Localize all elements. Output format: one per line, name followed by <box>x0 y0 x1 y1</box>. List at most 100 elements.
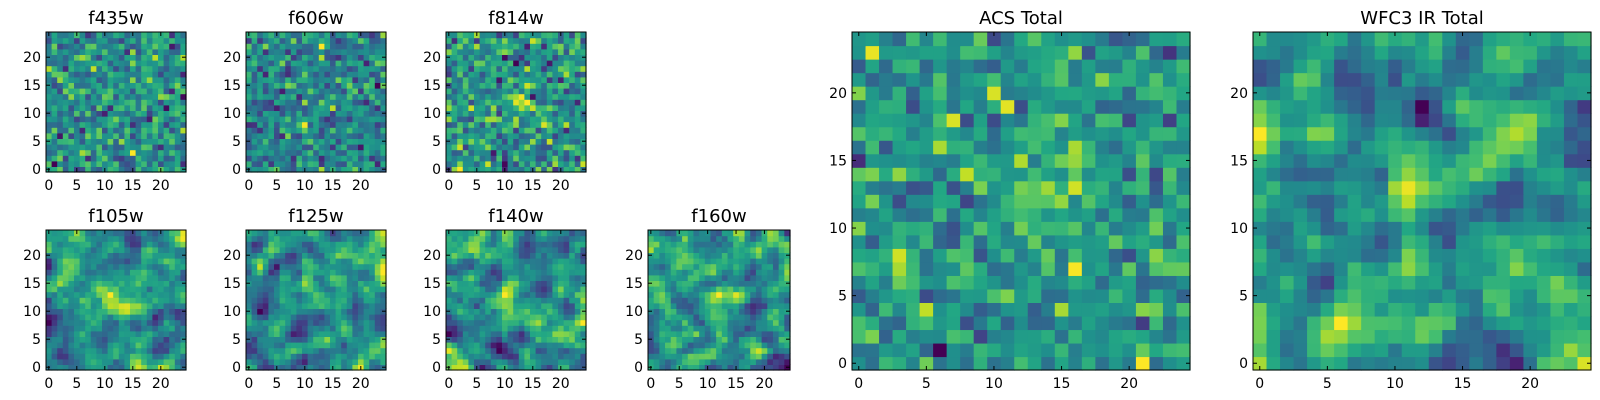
heatmap-cell <box>85 252 92 259</box>
heatmap-cell <box>541 88 548 95</box>
heatmap-cell <box>541 358 548 365</box>
heatmap-cell <box>330 325 337 332</box>
heatmap-cell <box>313 76 320 83</box>
heatmap-cell <box>541 32 548 39</box>
heatmap-cell <box>318 252 325 259</box>
heatmap-cell <box>755 314 763 321</box>
heatmap-cell <box>296 110 303 117</box>
heatmap-cell <box>490 132 497 139</box>
heatmap-cell <box>474 274 481 281</box>
heatmap-cell <box>141 65 148 72</box>
heatmap-cell <box>507 302 514 309</box>
heatmap-cell <box>659 347 666 354</box>
heatmap-cell <box>704 319 712 326</box>
heatmap-cell <box>341 364 348 371</box>
heatmap-cell <box>163 342 170 349</box>
heatmap-cell <box>1095 356 1110 371</box>
heatmap-cell <box>352 110 359 117</box>
heatmap-cell <box>346 302 353 309</box>
heatmap-cell <box>1095 302 1110 317</box>
heatmap-cell <box>124 48 131 55</box>
heatmap-cell <box>279 71 286 78</box>
heatmap-cell <box>468 37 475 44</box>
heatmap-cell <box>574 230 581 237</box>
heatmap-cell <box>363 138 370 145</box>
heatmap-cell <box>574 319 581 326</box>
heatmap-cell <box>772 325 780 332</box>
heatmap-cell <box>733 302 740 309</box>
heatmap-cell <box>163 330 170 337</box>
heatmap-cell <box>518 99 525 106</box>
heatmap-cell <box>363 48 370 55</box>
heatmap-cell <box>574 155 581 162</box>
heatmap-cell <box>530 286 537 293</box>
heatmap-cell <box>96 330 103 337</box>
heatmap-cell <box>113 308 120 315</box>
heatmap-cell <box>1108 194 1123 209</box>
heatmap-cell <box>704 258 712 265</box>
heatmap-cell <box>169 274 176 281</box>
heatmap-cell <box>257 149 264 156</box>
heatmap-cell <box>268 308 275 315</box>
heatmap-cell <box>507 82 514 89</box>
heatmap-cell <box>552 71 559 78</box>
heatmap-cell <box>1027 275 1042 290</box>
heatmap-cell <box>574 241 581 248</box>
heatmap-cell <box>169 76 176 83</box>
heatmap-cell <box>973 275 988 290</box>
heatmap-cell <box>118 274 125 281</box>
heatmap-cell <box>580 246 587 253</box>
heatmap-cell <box>96 144 103 151</box>
heatmap-cell <box>507 65 514 72</box>
panel-title: f105w <box>88 206 143 227</box>
heatmap-cell <box>141 319 148 326</box>
heatmap-cell <box>146 319 153 326</box>
heatmap-cell <box>79 160 86 167</box>
heatmap-cell <box>721 246 729 253</box>
heatmap-cell <box>135 104 142 111</box>
heatmap-cell <box>330 65 337 72</box>
heatmap-cell <box>462 353 469 360</box>
heatmap-cell <box>507 104 514 111</box>
heatmap-cell <box>318 364 325 371</box>
heatmap-cell <box>479 127 486 134</box>
heatmap-cell <box>113 43 120 50</box>
heatmap-cell <box>90 121 97 128</box>
heatmap-cell <box>251 364 258 371</box>
heatmap-cell <box>653 291 660 298</box>
heatmap-cell <box>113 127 120 134</box>
heatmap-cell <box>1041 302 1056 317</box>
heatmap-cell <box>535 364 542 371</box>
heatmap-cell <box>563 60 570 67</box>
heatmap-cell <box>580 149 587 156</box>
heatmap-cell <box>380 325 387 332</box>
heatmap-cell <box>535 121 542 128</box>
heatmap-cell <box>496 104 503 111</box>
heatmap-cell <box>268 258 275 265</box>
heatmap-cell <box>262 353 269 360</box>
heatmap-cell <box>246 246 253 253</box>
heatmap-cell <box>1041 315 1056 331</box>
heatmap-cell <box>374 160 381 167</box>
heatmap-cell <box>174 127 181 134</box>
heatmap-cell <box>51 76 58 83</box>
heatmap-cell <box>374 235 381 242</box>
heatmap-cell <box>141 291 148 298</box>
heatmap-cell <box>141 116 148 123</box>
heatmap-cell <box>369 160 376 167</box>
heatmap-cell <box>457 291 464 298</box>
heatmap-cell <box>257 76 264 83</box>
heatmap-cell <box>502 246 509 253</box>
heatmap-cell <box>744 280 751 287</box>
heatmap-cell <box>451 127 458 134</box>
heatmap-cell <box>574 138 581 145</box>
heatmap-cell <box>79 252 86 259</box>
heatmap-cell <box>369 166 376 173</box>
heatmap-cell <box>135 144 142 151</box>
heatmap-cell <box>1081 288 1096 303</box>
heatmap-cell <box>262 342 269 349</box>
heatmap-cell <box>57 314 64 321</box>
heatmap-cell <box>346 330 353 337</box>
heatmap-cell <box>302 246 309 253</box>
